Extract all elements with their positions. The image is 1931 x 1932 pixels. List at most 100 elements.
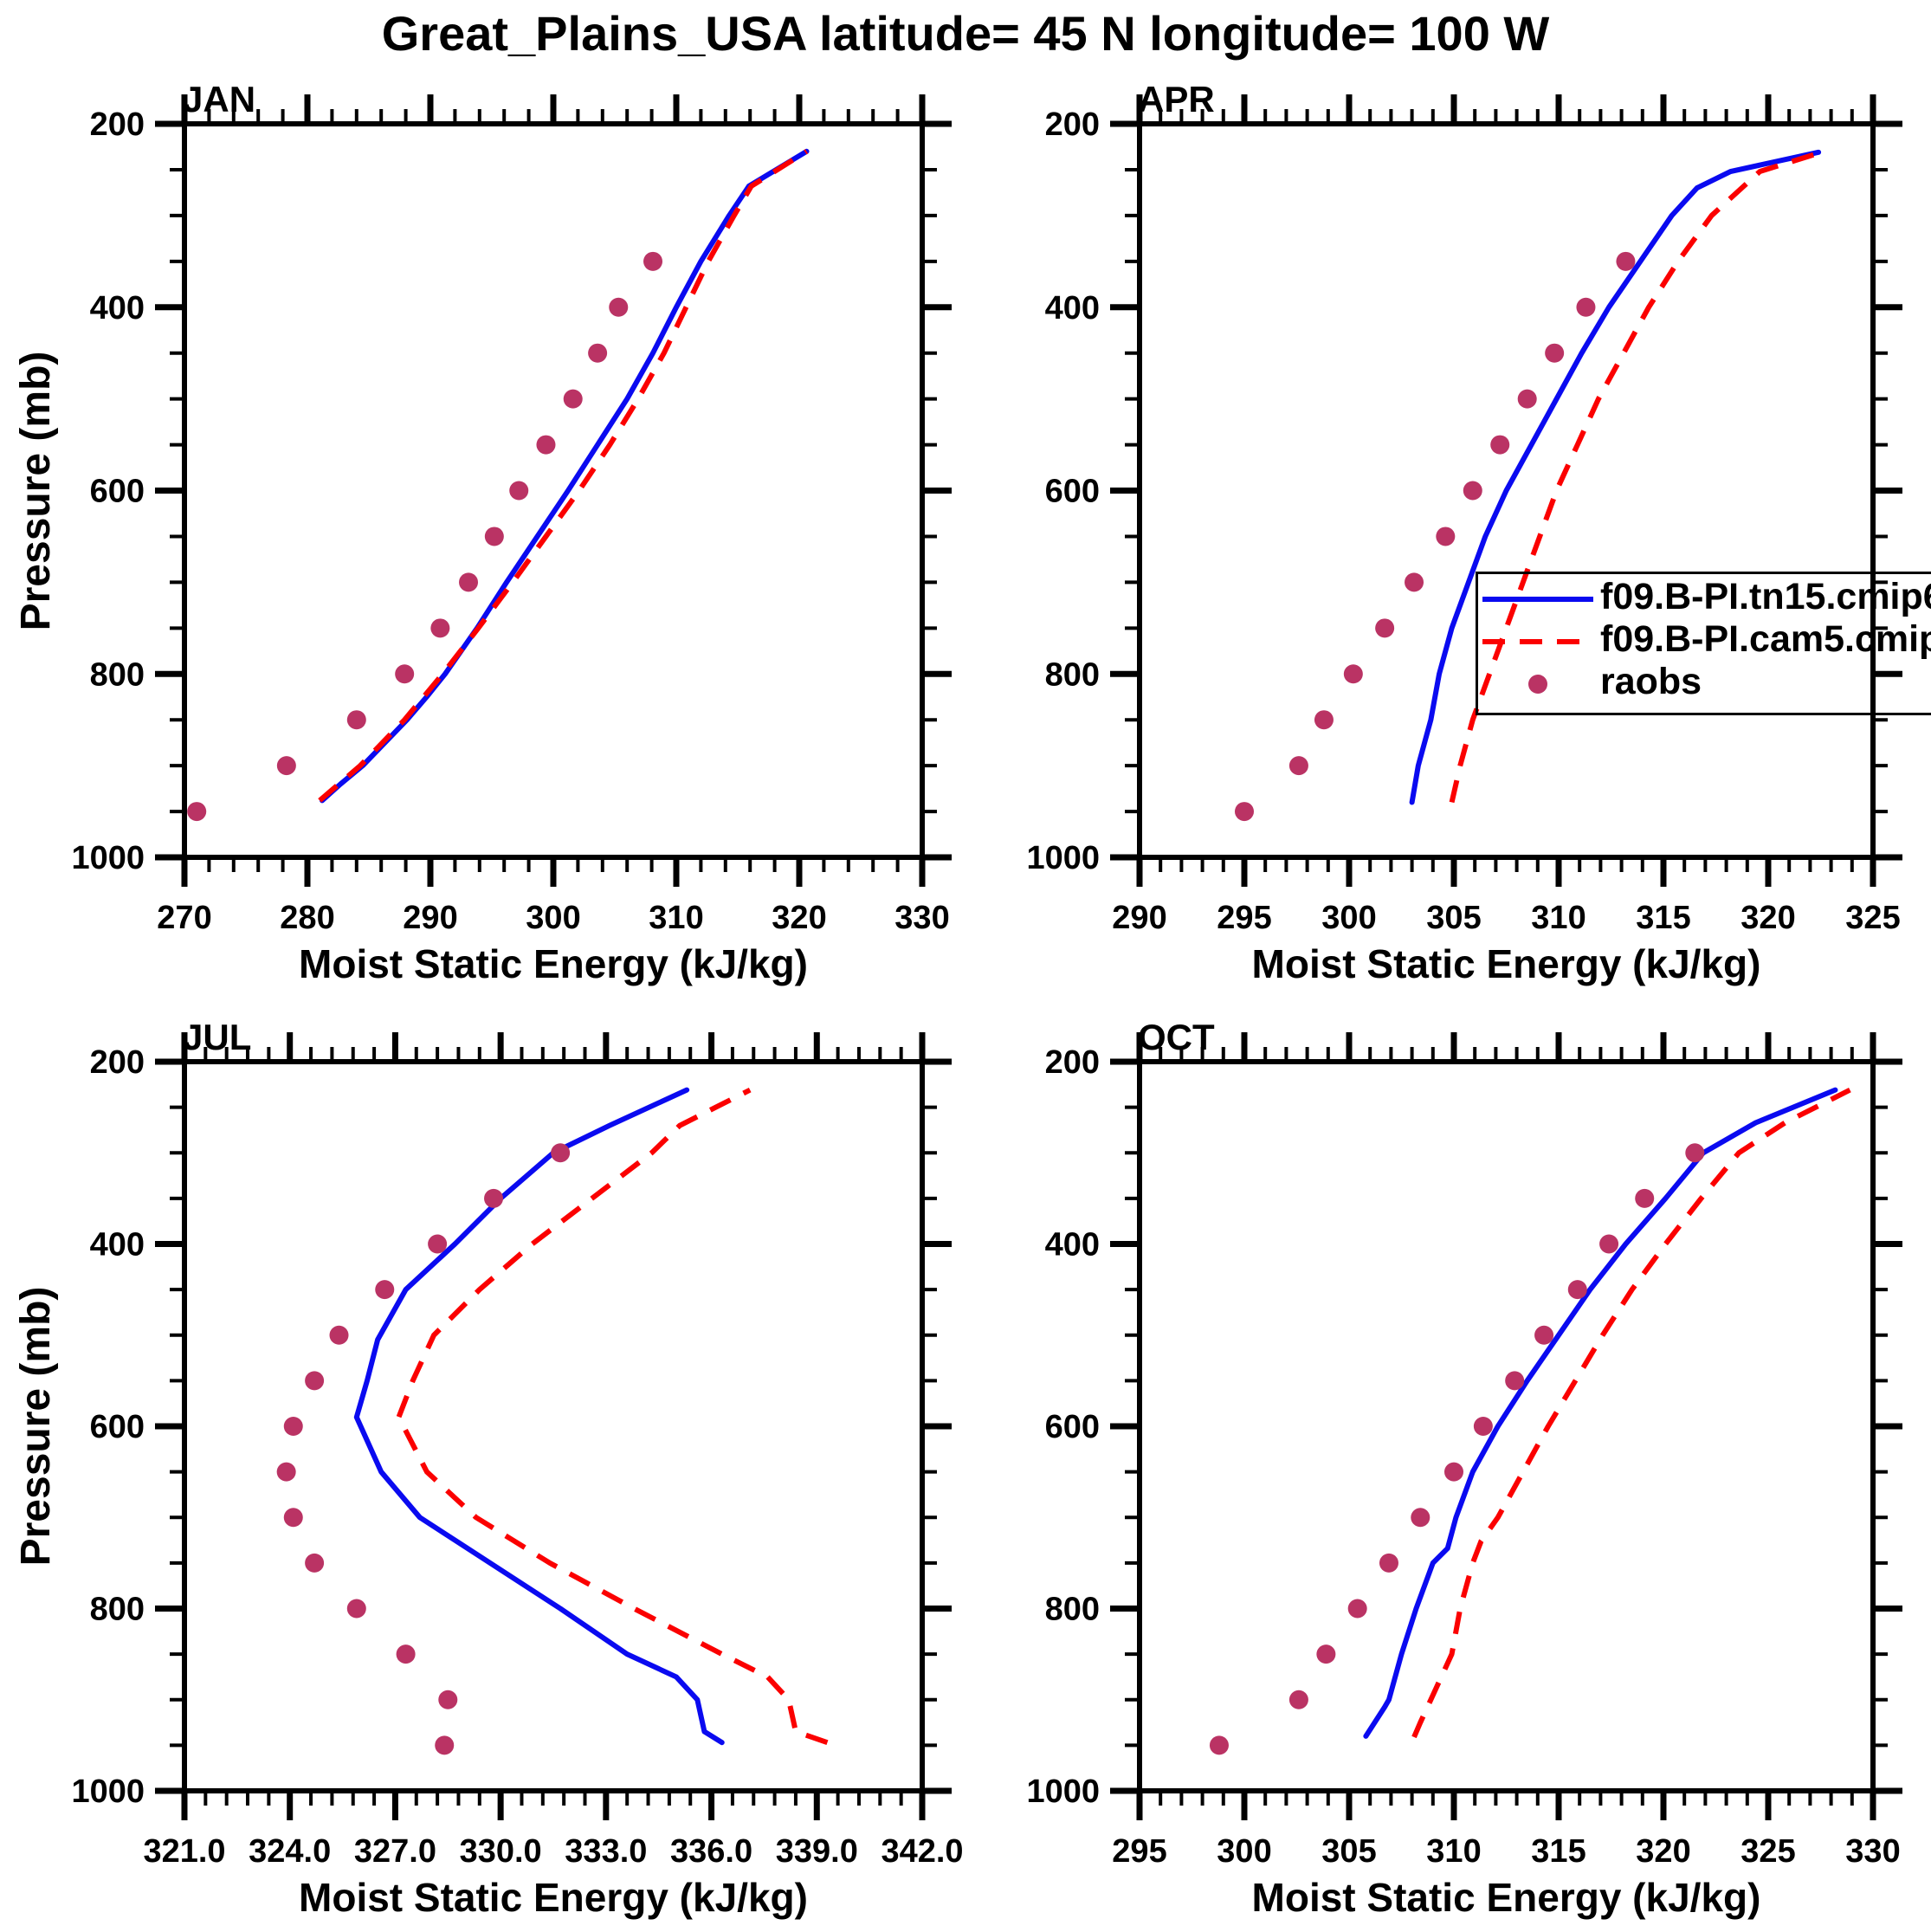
x-tick-label: 333.0 — [565, 1833, 647, 1870]
raobs-dot-oct — [1567, 1280, 1587, 1300]
raobs-dot-oct — [1473, 1417, 1493, 1436]
raobs-dot-jan — [588, 343, 608, 363]
raobs-dot-oct — [1635, 1188, 1655, 1208]
x-tick-label: 305 — [1321, 1833, 1376, 1870]
x-tick-label: 336.0 — [670, 1833, 752, 1870]
raobs-dot-jan — [563, 389, 583, 409]
raobs-dot-oct — [1379, 1553, 1398, 1573]
x-tick-label: 280 — [280, 900, 334, 936]
x-tick-label: 310 — [649, 900, 703, 936]
x-tick-label: 339.0 — [776, 1833, 858, 1870]
y-tick-label: 400 — [90, 1227, 145, 1263]
x-axis-title-oct: Moist Static Energy (kJ/kg) — [1251, 1875, 1761, 1920]
raobs-dot-oct — [1347, 1599, 1367, 1619]
panel-frame-oct — [1137, 1059, 1876, 1793]
raobs-dot-jan — [430, 618, 450, 638]
x-tick-label: 305 — [1426, 900, 1481, 936]
raobs-dot-jul — [551, 1143, 571, 1163]
chart-title: Great_Plains_USA latitude= 45 N longitud… — [381, 6, 1550, 61]
y-tick-label: 1000 — [1026, 1774, 1100, 1810]
y-tick-label: 200 — [1045, 1044, 1100, 1081]
x-axis-title-jul: Moist Static Energy (kJ/kg) — [299, 1875, 808, 1920]
raobs-dot-jul — [283, 1508, 303, 1528]
x-tick-label: 290 — [1112, 900, 1166, 936]
raobs-dot-oct — [1534, 1325, 1554, 1345]
raobs-dot-apr — [1616, 251, 1636, 271]
raobs-dot-apr — [1405, 572, 1424, 592]
raobs-dot-jul — [435, 1735, 455, 1755]
raobs-dot-oct — [1685, 1143, 1705, 1163]
x-tick-label: 310 — [1531, 900, 1585, 936]
raobs-dot-apr — [1314, 710, 1334, 730]
x-tick-label: 330 — [1845, 1833, 1900, 1870]
x-tick-label: 300 — [526, 900, 580, 936]
raobs-dot-jul — [346, 1599, 366, 1619]
raobs-dot-oct — [1288, 1690, 1308, 1709]
series-model1-jul — [353, 1087, 725, 1746]
series-model1-oct — [1363, 1087, 1838, 1739]
x-tick-label: 327.0 — [354, 1833, 436, 1870]
raobs-dot-apr — [1235, 802, 1254, 822]
raobs-dot-jul — [438, 1690, 458, 1709]
raobs-dot-apr — [1375, 618, 1395, 638]
x-tick-label: 325 — [1845, 900, 1900, 936]
x-tick-label: 270 — [157, 900, 211, 936]
x-tick-label: 342.0 — [881, 1833, 963, 1870]
x-tick-label: 325 — [1740, 1833, 1795, 1870]
y-tick-label: 600 — [1045, 1409, 1100, 1445]
raobs-dot-jan — [609, 297, 629, 317]
y-tick-label: 400 — [1045, 1227, 1100, 1263]
raobs-dot-apr — [1463, 481, 1482, 501]
x-tick-label: 300 — [1217, 1833, 1271, 1870]
y-axis-title-bottom-row: Pressure (mb) — [13, 1286, 59, 1567]
legend-label-model2: f09.B-PI.cam5.cmip6 — [1600, 618, 1931, 660]
x-tick-label: 310 — [1426, 1833, 1481, 1870]
raobs-dot-oct — [1444, 1462, 1463, 1482]
x-tick-label: 320 — [1636, 1833, 1690, 1870]
x-axis-title-apr: Moist Static Energy (kJ/kg) — [1251, 941, 1761, 986]
y-tick-label: 1000 — [1026, 840, 1100, 876]
raobs-dot-apr — [1343, 664, 1363, 684]
raobs-dot-jan — [346, 710, 366, 730]
raobs-dot-apr — [1490, 435, 1510, 455]
raobs-dot-jan — [395, 664, 415, 684]
legend-label-raobs: raobs — [1600, 661, 1702, 702]
panel-title-jul: JUL — [183, 1017, 252, 1057]
y-tick-label: 800 — [90, 656, 145, 693]
legend-dot-raobs — [1528, 675, 1547, 694]
x-tick-label: 315 — [1531, 1833, 1585, 1870]
y-tick-label: 600 — [90, 1409, 145, 1445]
x-tick-label: 321.0 — [143, 1833, 225, 1870]
raobs-dot-jul — [329, 1325, 349, 1345]
raobs-dot-jan — [536, 435, 556, 455]
y-axis-title-top-row: Pressure (mb) — [13, 351, 59, 630]
y-tick-label: 400 — [1045, 290, 1100, 326]
series-model2-oct — [1411, 1087, 1851, 1739]
raobs-dot-jul — [428, 1234, 448, 1254]
raobs-dot-jul — [276, 1462, 296, 1482]
series-model2-apr — [1449, 151, 1819, 804]
raobs-dot-jan — [643, 251, 663, 271]
raobs-dot-jul — [375, 1280, 395, 1300]
raobs-dot-jan — [484, 527, 504, 546]
raobs-dot-apr — [1517, 389, 1537, 409]
y-tick-label: 800 — [1045, 656, 1100, 693]
x-tick-label: 290 — [403, 900, 457, 936]
raobs-dot-jan — [276, 756, 296, 776]
x-tick-label: 295 — [1112, 1833, 1166, 1870]
series-model1-apr — [1409, 149, 1822, 805]
raobs-dot-oct — [1599, 1234, 1619, 1254]
y-tick-label: 1000 — [71, 840, 145, 876]
raobs-dot-apr — [1576, 297, 1596, 317]
y-tick-label: 1000 — [71, 1774, 145, 1810]
y-tick-label: 600 — [1045, 474, 1100, 510]
raobs-dot-jan — [459, 572, 479, 592]
raobs-dot-jul — [396, 1644, 416, 1664]
x-tick-label: 315 — [1636, 900, 1690, 936]
raobs-dot-jul — [305, 1371, 325, 1391]
x-tick-label: 295 — [1217, 900, 1271, 936]
x-tick-label: 300 — [1321, 900, 1376, 936]
series-model2-jul — [396, 1087, 829, 1746]
raobs-dot-jan — [509, 481, 529, 501]
